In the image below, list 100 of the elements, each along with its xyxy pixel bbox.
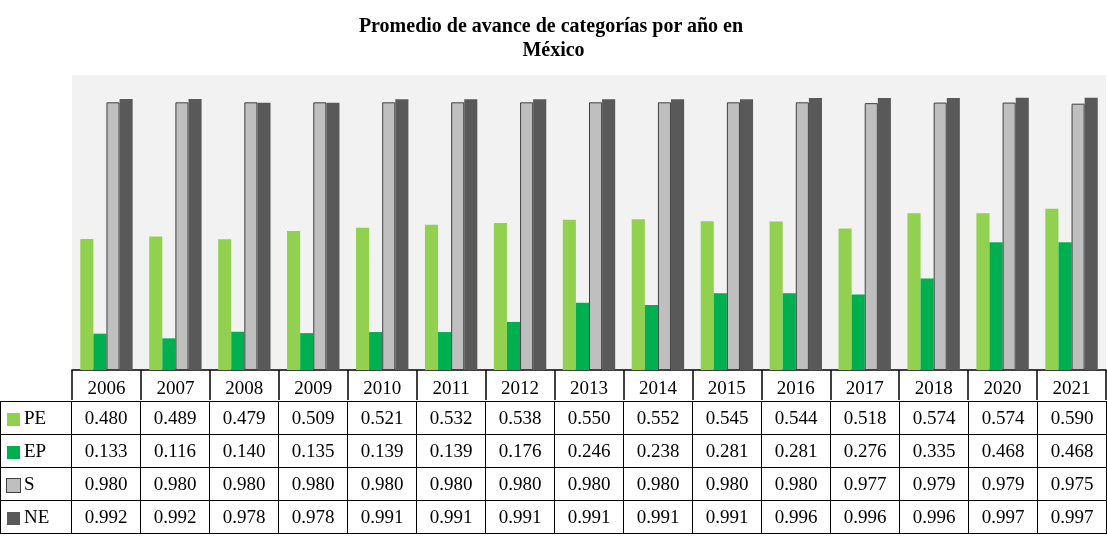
data-label: 0.992: [71, 500, 141, 534]
bar: [506, 321, 521, 370]
x-tick-label: 2012: [501, 377, 540, 398]
data-label: 0.176: [485, 434, 555, 468]
bar: [451, 102, 465, 370]
data-label: 0.468: [968, 434, 1038, 468]
x-tick-label: 2010: [363, 377, 402, 398]
data-label: 0.980: [692, 467, 762, 501]
data-label: 0.997: [968, 500, 1038, 534]
bar: [864, 103, 878, 370]
bar: [149, 236, 163, 370]
data-label: 0.979: [968, 467, 1038, 501]
data-label: 0.980: [623, 467, 693, 501]
data-label: 0.335: [899, 434, 969, 468]
bar: [739, 99, 754, 370]
bar: [106, 102, 120, 370]
data-label: 0.980: [485, 467, 555, 501]
bar: [313, 102, 327, 370]
bar: [533, 99, 547, 370]
bar: [1045, 208, 1059, 370]
bar: [356, 227, 370, 370]
x-tick-label: 2008: [225, 377, 264, 398]
bar: [231, 331, 245, 370]
data-label: 0.991: [347, 500, 417, 534]
data-label: 0.991: [623, 500, 693, 534]
bar: [631, 219, 645, 370]
x-tick-label: 2009: [294, 377, 333, 398]
data-label: 0.991: [554, 500, 624, 534]
bar: [782, 293, 796, 370]
legend-label: EP: [0, 434, 72, 468]
bar: [1015, 97, 1029, 370]
bar: [700, 221, 714, 370]
bar: [946, 97, 960, 370]
data-label: 0.135: [278, 434, 348, 468]
bar: [562, 219, 576, 370]
x-tick-label: 2015: [707, 377, 746, 398]
bar: [382, 102, 396, 370]
bar: [838, 228, 852, 370]
data-label: 0.991: [485, 500, 555, 534]
bar: [920, 278, 934, 370]
bar: [769, 221, 783, 370]
legend-label: S: [0, 467, 72, 501]
data-label: 0.997: [1037, 500, 1107, 534]
data-label: 0.246: [554, 434, 624, 468]
data-label: 0.980: [761, 467, 831, 501]
bar: [644, 304, 658, 370]
data-label: 0.977: [830, 467, 900, 501]
x-tick-label: 2017: [845, 377, 884, 398]
bar: [575, 302, 589, 370]
x-tick-label: 2021: [1052, 377, 1091, 398]
bar: [93, 333, 107, 370]
bar: [438, 332, 452, 370]
bar: [326, 102, 340, 370]
bar: [1002, 102, 1016, 370]
x-tick-label: 2013: [570, 377, 608, 398]
bar: [589, 102, 603, 370]
bar: [602, 99, 616, 370]
bar: [218, 239, 232, 370]
bar: [1084, 97, 1098, 370]
data-label: 0.538: [485, 401, 555, 435]
x-tick-label: 2011: [432, 377, 470, 398]
data-label: 0.518: [830, 401, 900, 435]
data-label: 0.980: [71, 467, 141, 501]
bar: [976, 213, 990, 370]
data-label: 0.276: [830, 434, 900, 468]
data-label: 0.996: [761, 500, 831, 534]
bar: [851, 294, 865, 370]
data-label: 0.980: [554, 467, 624, 501]
x-tick-label: 2006: [87, 377, 126, 398]
bar: [175, 102, 189, 370]
data-label: 0.521: [347, 401, 417, 435]
bar: [369, 332, 383, 370]
data-label: 0.980: [140, 467, 210, 501]
data-label: 0.574: [899, 401, 969, 435]
bar: [1071, 103, 1085, 370]
data-label: 0.544: [761, 401, 831, 435]
data-label: 0.281: [761, 434, 831, 468]
data-label: 0.979: [899, 467, 969, 501]
bar: [244, 102, 258, 370]
bar: [424, 224, 439, 370]
bar: [395, 99, 409, 370]
x-tick-label: 2014: [638, 377, 678, 398]
data-label: 0.980: [209, 467, 279, 501]
bar: [808, 97, 822, 370]
x-tick-label: 2007: [156, 377, 195, 398]
data-label: 0.590: [1037, 401, 1107, 435]
bar: [907, 213, 921, 370]
bar: [933, 102, 947, 370]
bar: [493, 223, 507, 370]
data-label: 0.133: [71, 434, 141, 468]
data-label: 0.552: [623, 401, 693, 435]
data-label: 0.480: [71, 401, 141, 435]
data-label: 0.238: [623, 434, 693, 468]
data-label: 0.281: [692, 434, 762, 468]
data-label: 0.978: [209, 500, 279, 534]
bar: [989, 242, 1003, 370]
chart-title: Promedio de avance de categorías por año en México: [358, 14, 749, 60]
data-label: 0.545: [692, 401, 762, 435]
bar: [713, 293, 727, 370]
data-label: 0.978: [278, 500, 348, 534]
